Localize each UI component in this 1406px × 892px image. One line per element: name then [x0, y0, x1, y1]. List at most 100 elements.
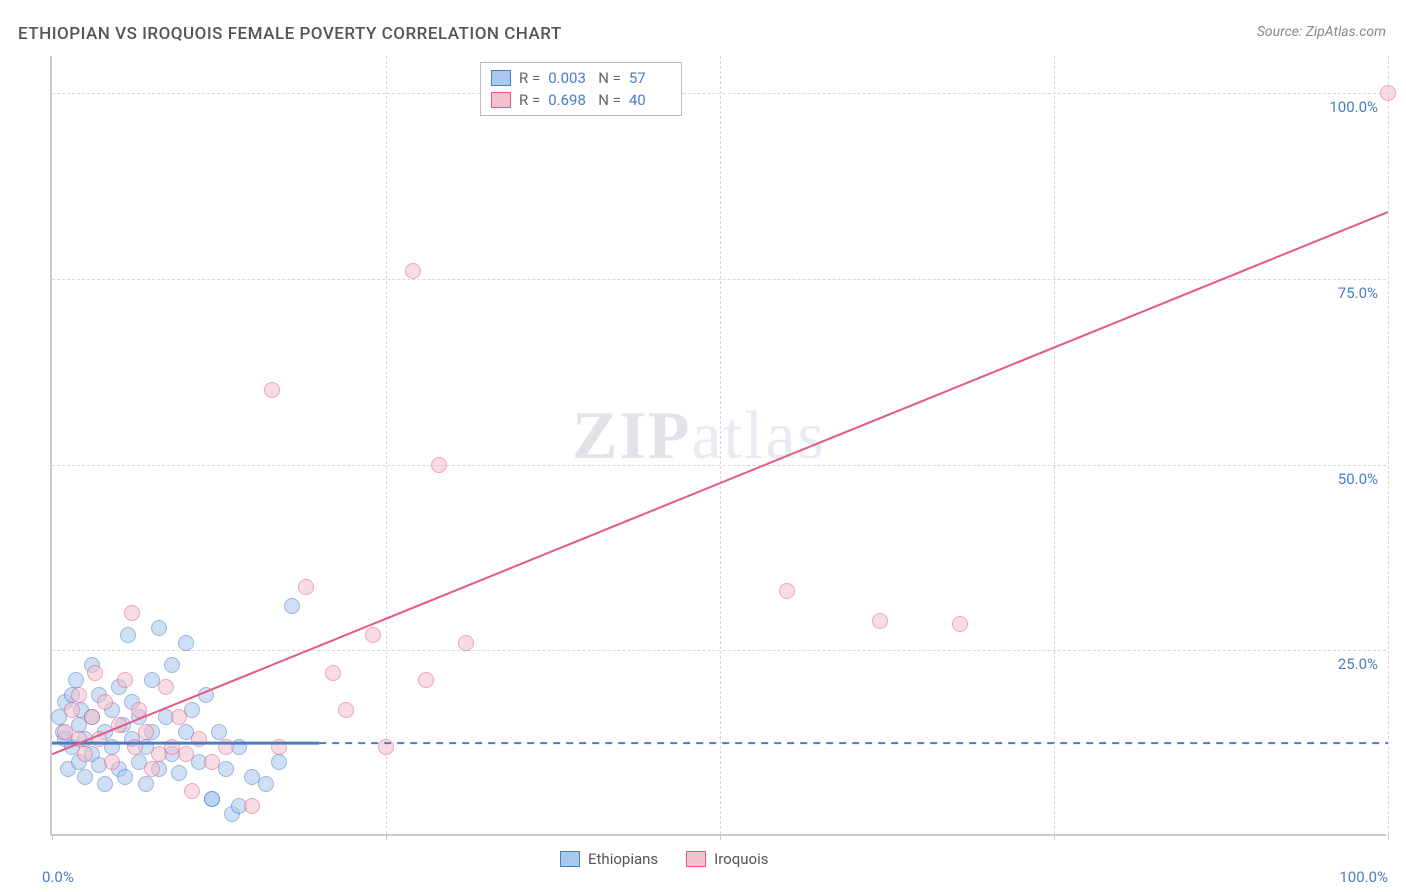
x-tick-0: 0.0%: [42, 868, 74, 886]
scatter-point: [68, 672, 84, 688]
r-value: 0.003: [548, 69, 590, 87]
scatter-point: [284, 598, 300, 614]
scatter-point: [158, 679, 174, 695]
swatch-ethiopians: [491, 70, 511, 86]
scatter-point: [120, 627, 136, 643]
y-tick-label: 25.0%: [1338, 655, 1378, 673]
scatter-point: [111, 717, 127, 733]
r-value: 0.698: [548, 91, 590, 109]
swatch-iroquois: [686, 851, 706, 867]
gridline-h: [52, 279, 1386, 280]
scatter-point: [218, 739, 234, 755]
scatter-point: [71, 687, 87, 703]
scatter-point: [431, 457, 447, 473]
legend-item-ethiopians: Ethiopians: [560, 850, 658, 868]
gridline-v: [386, 56, 387, 834]
scatter-point: [124, 605, 140, 621]
x-tick-mark: [1054, 834, 1055, 840]
watermark-light: atlas: [691, 397, 826, 473]
scatter-point: [127, 739, 143, 755]
series-legend: Ethiopians Iroquois: [560, 850, 768, 868]
swatch-iroquois: [491, 92, 511, 108]
gridline-v: [1388, 56, 1389, 834]
scatter-point: [779, 583, 795, 599]
legend-label: Iroquois: [714, 850, 768, 868]
scatter-point: [365, 627, 381, 643]
scatter-point: [211, 724, 227, 740]
scatter-point: [117, 769, 133, 785]
scatter-point: [244, 798, 260, 814]
r-label: R =: [519, 69, 540, 87]
scatter-point: [84, 709, 100, 725]
n-label: N =: [598, 91, 621, 109]
scatter-point: [258, 776, 274, 792]
scatter-point: [1380, 85, 1396, 101]
scatter-point: [97, 776, 113, 792]
x-tick-mark: [386, 834, 387, 840]
x-tick-100: 100.0%: [1339, 868, 1388, 886]
scatter-point: [151, 620, 167, 636]
scatter-point: [198, 687, 214, 703]
chart-title: ETHIOPIAN VS IROQUOIS FEMALE POVERTY COR…: [18, 24, 562, 44]
scatter-point: [271, 754, 287, 770]
scatter-point: [138, 776, 154, 792]
scatter-point: [418, 672, 434, 688]
scatter-point: [71, 731, 87, 747]
scatter-point: [87, 665, 103, 681]
scatter-point: [271, 739, 287, 755]
y-tick-label: 50.0%: [1338, 470, 1378, 488]
gridline-h: [52, 93, 1386, 94]
scatter-point: [338, 702, 354, 718]
scatter-point: [204, 754, 220, 770]
scatter-point: [64, 702, 80, 718]
x-tick-mark: [1388, 834, 1389, 840]
x-tick-mark: [52, 834, 53, 840]
r-label: R =: [519, 91, 540, 109]
gridline-v: [720, 56, 721, 834]
scatter-point: [264, 382, 280, 398]
scatter-point: [178, 635, 194, 651]
gridline-v: [1054, 56, 1055, 834]
n-value: 40: [629, 91, 671, 109]
n-value: 57: [629, 69, 671, 87]
scatter-point: [405, 263, 421, 279]
scatter-point: [872, 613, 888, 629]
correlation-legend: R = 0.003 N = 57 R = 0.698 N = 40: [480, 62, 682, 116]
y-tick-label: 100.0%: [1329, 98, 1378, 116]
scatter-point: [91, 731, 107, 747]
y-tick-label: 75.0%: [1338, 284, 1378, 302]
legend-row-ethiopians: R = 0.003 N = 57: [491, 67, 671, 89]
gridline-h: [52, 465, 1386, 466]
scatter-point: [117, 672, 133, 688]
gridline-h: [52, 650, 1386, 651]
scatter-point: [164, 657, 180, 673]
scatter-point: [138, 724, 154, 740]
scatter-point: [458, 635, 474, 651]
watermark: ZIPatlas: [572, 396, 826, 475]
swatch-ethiopians: [560, 851, 580, 867]
scatter-point: [77, 746, 93, 762]
scatter-point: [171, 709, 187, 725]
scatter-point: [191, 731, 207, 747]
scatter-point: [104, 754, 120, 770]
legend-item-iroquois: Iroquois: [686, 850, 768, 868]
scatter-point: [77, 769, 93, 785]
x-tick-mark: [720, 834, 721, 840]
source-attribution: Source: ZipAtlas.com: [1257, 24, 1386, 40]
n-label: N =: [598, 69, 621, 87]
scatter-point: [378, 739, 394, 755]
legend-label: Ethiopians: [588, 850, 658, 868]
scatter-point: [952, 616, 968, 632]
scatter-plot: ZIPatlas 25.0% 50.0% 75.0% 100.0%: [50, 56, 1386, 836]
scatter-point: [171, 765, 187, 781]
scatter-point: [131, 702, 147, 718]
scatter-point: [97, 694, 113, 710]
legend-row-iroquois: R = 0.698 N = 40: [491, 89, 671, 111]
scatter-point: [178, 746, 194, 762]
scatter-point: [298, 579, 314, 595]
scatter-point: [184, 783, 200, 799]
scatter-point: [325, 665, 341, 681]
scatter-point: [204, 791, 220, 807]
scatter-point: [144, 761, 160, 777]
watermark-bold: ZIP: [572, 397, 691, 473]
